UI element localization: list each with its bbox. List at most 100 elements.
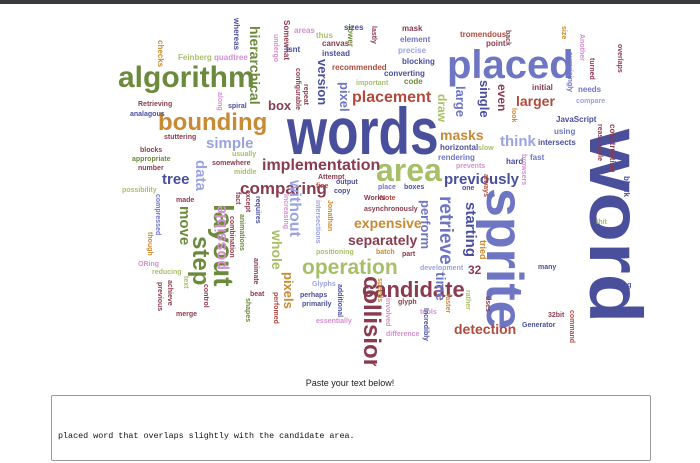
cloud-word: spiral [228, 103, 247, 110]
cloud-word: step [187, 236, 214, 285]
cloud-word: many [538, 264, 556, 271]
cloud-word: faster [444, 294, 451, 313]
cloud-word: Glyphs [312, 281, 336, 288]
cloud-word: development [420, 265, 464, 272]
cloud-word: separately [348, 232, 417, 248]
cloud-word: algorithm [118, 61, 255, 94]
cloud-word: stuttering [164, 134, 196, 141]
paste-text-prompt: Paste your text below! [305, 378, 395, 388]
cloud-word: horizontal [440, 143, 478, 152]
cloud-word: layout [208, 204, 239, 286]
cloud-word: fast [530, 153, 545, 162]
cloud-word: merge [176, 311, 197, 318]
cloud-word: prevents [456, 163, 485, 170]
cloud-word: thit [596, 219, 608, 226]
cloud-word: speeds [376, 278, 383, 302]
cloud-word: whole [269, 229, 285, 270]
cloud-word: mask [402, 24, 423, 33]
cloud-word: initial [532, 83, 553, 92]
cloud-word: point [486, 39, 506, 48]
text-input-area[interactable]: placed word that overlaps slightly with … [51, 395, 651, 461]
cloud-word: ORing [138, 261, 159, 268]
cloud-word: hierarchical [247, 26, 263, 105]
cloud-word: move [176, 206, 193, 245]
cloud-word: fact [234, 192, 241, 205]
cloud-word: checks [156, 40, 165, 68]
cloud-word: placement [352, 89, 432, 106]
cloud-word: placed [447, 43, 574, 87]
cloud-word: area [376, 152, 442, 188]
cloud-word: important [356, 80, 389, 87]
cloud-word: single [477, 80, 492, 118]
cloud-word: recommended [332, 63, 387, 72]
cloud-word: block [622, 176, 631, 197]
cloud-word: Note [380, 195, 396, 202]
cloud-word: Incredibly [422, 308, 429, 341]
cloud-word: middle [234, 169, 257, 176]
cloud-word: canvas [322, 39, 350, 48]
cloud-word: tromendous [460, 30, 507, 39]
cloud-word: shapes [244, 298, 251, 322]
cloud-word: words [286, 94, 438, 169]
cloud-word: areas [294, 26, 315, 35]
cloud-word: candidate [362, 277, 465, 302]
cloud-word: undergo [272, 34, 279, 62]
cloud-word: think [500, 133, 536, 150]
cloud-word: version [315, 59, 330, 105]
cloud-word: somewhere [212, 160, 251, 167]
cloud-word: Attempt [318, 174, 345, 181]
cloud-word: analagous [130, 111, 165, 118]
cloud-word: detection [454, 321, 516, 337]
cloud-word: Generator [522, 322, 556, 329]
cloud-word: element [400, 35, 431, 44]
cloud-word: quadtree [214, 53, 248, 62]
cloud-word: requires [254, 196, 261, 224]
cloud-word: reasonable [596, 124, 603, 161]
cloud-word: pixels [281, 272, 296, 309]
cloud-word: primarily [302, 301, 332, 308]
cloud-word: look [510, 108, 517, 122]
cloud-word: repeat [302, 84, 309, 106]
cloud-word: beat [250, 291, 265, 298]
cloud-word: Retrieving [138, 101, 172, 108]
cloud-word: data [192, 160, 209, 192]
word-cloud: words word sprite placed algorithm layou… [118, 17, 656, 366]
cloud-word: simple [206, 135, 254, 152]
cloud-word: 32 [468, 263, 482, 277]
cloud-word: difference [386, 331, 420, 338]
cloud-word: blocking [402, 57, 435, 66]
cloud-word: Works [364, 195, 385, 202]
cloud-word: one [462, 185, 475, 192]
cloud-word: whereas [232, 17, 241, 51]
cloud-word: word [574, 128, 656, 323]
cloud-word: Increasing [282, 194, 289, 229]
cloud-word: sprite [475, 188, 533, 330]
cloud-word: perfomed [272, 292, 279, 324]
cloud-word: compare [576, 98, 605, 105]
cloud-word: perhaps [300, 292, 327, 299]
cloud-word: size [560, 26, 567, 39]
cloud-word: slow [478, 145, 494, 152]
cloud-word: code [404, 77, 423, 86]
cloud-word: everything [596, 282, 631, 289]
cloud-word: usually [232, 151, 256, 158]
cloud-word: configurable [294, 68, 301, 110]
cloud-word: command [568, 310, 575, 343]
cloud-word: collision [358, 276, 385, 366]
cloud-word: copy [334, 188, 350, 195]
cloud-word: combination [228, 216, 235, 258]
cloud-word: using [554, 127, 575, 136]
cloud-word: precise [398, 46, 427, 55]
cloud-word: tree [162, 171, 190, 188]
cloud-word: blocks [140, 147, 162, 154]
cloud-word: operation [302, 256, 398, 279]
cloud-word: intersects [538, 138, 576, 147]
cloud-word: browsers [520, 154, 527, 185]
cloud-word: possibility [122, 187, 157, 194]
cloud-word: retrieve [435, 196, 456, 265]
cloud-word: tried [478, 240, 488, 260]
cloud-word: hard [506, 157, 523, 166]
cloud-word: implementation [262, 157, 380, 174]
cloud-word: draw [435, 94, 449, 123]
cloud-word: bounding [158, 109, 267, 136]
